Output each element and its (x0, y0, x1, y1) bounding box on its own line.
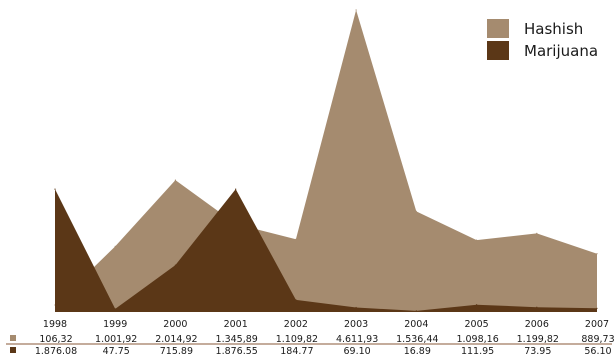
data-point-marijuana-2003 (355, 306, 357, 309)
data-point-marijuana-2004 (415, 310, 417, 312)
data-point-hashish-2003 (355, 9, 357, 11)
data-point-hashish-2000 (174, 179, 176, 181)
x-tick-label: 2002 (284, 319, 308, 330)
table-cell-marijuana-2001: 1.876.55 (216, 346, 258, 356)
x-tick-label: 1998 (43, 319, 67, 330)
table-cell-marijuana-2005: 111.95 (461, 346, 494, 356)
data-point-marijuana-2000 (174, 264, 176, 266)
series-areas (54, 9, 598, 312)
data-point-marijuana-1999 (114, 308, 116, 310)
table-cell-hashish-2006: 1.199,82 (517, 334, 559, 345)
data-point-marijuana-2006 (536, 306, 538, 308)
data-point-marijuana-2001 (235, 188, 237, 190)
x-tick-label: 2001 (224, 319, 248, 330)
data-point-marijuana-2007 (596, 307, 598, 309)
table-swatch-marijuana (10, 347, 16, 353)
data-point-hashish-2004 (415, 210, 417, 212)
x-tick-label: 2003 (344, 319, 368, 330)
area-hashish (55, 10, 597, 312)
x-tick-label: 2000 (163, 319, 187, 330)
table-cell-hashish-2007: 889,73 (581, 334, 614, 345)
legend-label-marijuana: Marijuana (524, 42, 598, 60)
data-point-hashish-2002 (295, 238, 297, 240)
area-marijuana (55, 189, 597, 312)
table-cell-marijuana-2002: 184.77 (280, 346, 313, 356)
x-tick-label: 2006 (525, 319, 549, 330)
table-cell-hashish-2005: 1.098,16 (456, 334, 498, 345)
table-cell-marijuana-1998: 1.876.08 (35, 346, 77, 356)
table-cell-hashish-2001: 1.345,89 (216, 334, 258, 345)
table-cell-marijuana-1999: 47.75 (103, 346, 130, 356)
data-point-hashish-2005 (476, 239, 478, 241)
table-cell-hashish-2000: 2.014,92 (155, 334, 197, 345)
data-point-hashish-2006 (536, 232, 538, 234)
table-cell-hashish-2003: 4.611,93 (336, 334, 378, 345)
table-cell-hashish-2002: 1.109,82 (276, 334, 318, 345)
table-swatch-hashish (10, 335, 16, 341)
data-point-marijuana-2005 (476, 304, 478, 306)
x-tick-label: 2007 (585, 319, 609, 330)
data-table: 106,32 1.001,92 2.014,92 1.345,89 1.109,82 4.… (10, 334, 615, 356)
table-cell-hashish-2004: 1.536,44 (396, 334, 438, 345)
data-point-hashish-1999 (114, 245, 116, 247)
legend: Hashish Marijuana (487, 19, 598, 60)
x-tick-label: 1999 (103, 319, 127, 330)
data-point-hashish-2007 (596, 253, 598, 255)
table-cell-marijuana-2003: 69.10 (343, 346, 370, 356)
table-cell-marijuana-2000: 715.89 (160, 346, 193, 356)
table-cell-marijuana-2007: 56.10 (584, 346, 611, 356)
x-tick-label: 2004 (404, 319, 428, 330)
table-cell-marijuana-2004: 16.89 (404, 346, 431, 356)
x-axis-tick-labels: 1998 1999 2000 2001 2002 2003 2004 2005 2006 2007 (43, 319, 609, 330)
legend-label-hashish: Hashish (524, 20, 583, 38)
legend-swatch-hashish (487, 19, 509, 38)
table-cell-marijuana-2006: 73.95 (524, 346, 551, 356)
data-point-marijuana-2002 (295, 299, 297, 301)
table-cell-hashish-1999: 1.001,92 (95, 334, 137, 345)
data-point-marijuana-1998 (54, 188, 56, 190)
x-tick-label: 2005 (465, 319, 489, 330)
legend-swatch-marijuana (487, 41, 509, 60)
table-cell-hashish-1998: 106,32 (39, 334, 72, 345)
